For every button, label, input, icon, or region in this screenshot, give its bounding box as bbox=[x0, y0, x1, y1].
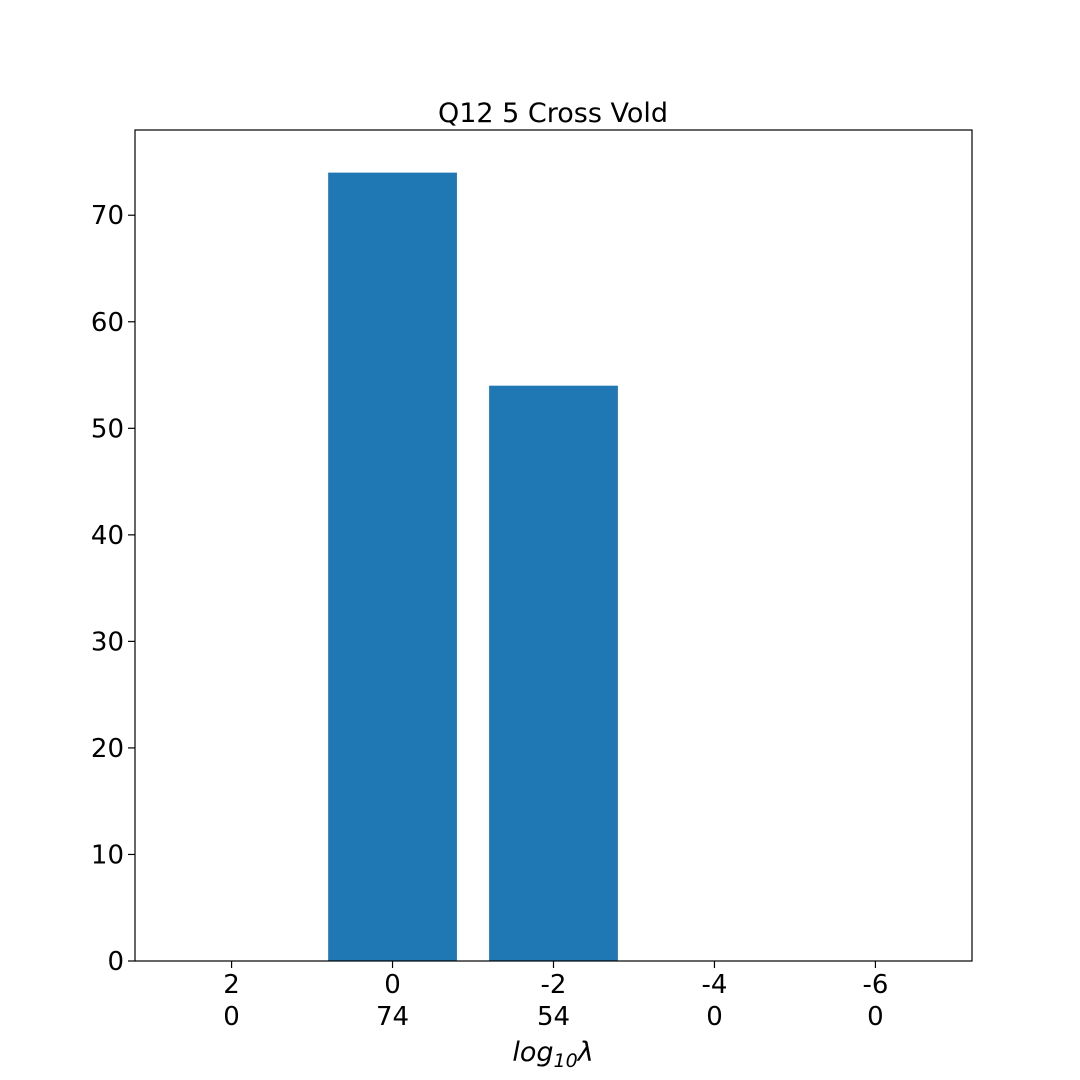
x-count-label-1: 74 bbox=[376, 1002, 409, 1032]
bar-1 bbox=[328, 172, 457, 962]
y-axis: 0 10 20 30 40 50 60 70 bbox=[91, 201, 135, 977]
bars-group bbox=[328, 172, 618, 962]
y-tick-label-2: 20 bbox=[91, 734, 124, 764]
x-count-label-0: 0 bbox=[223, 1002, 240, 1032]
x-axis-label-subscript: 10 bbox=[554, 1050, 578, 1072]
x-count-label-4: 0 bbox=[867, 1002, 884, 1032]
y-tick-label-1: 10 bbox=[91, 840, 124, 870]
x-axis-label-tail: λ bbox=[576, 1037, 594, 1068]
x-count-label-2: 54 bbox=[537, 1002, 570, 1032]
x-tick-label-0: 2 bbox=[223, 970, 240, 1000]
x-axis-label-main: log bbox=[512, 1037, 553, 1068]
x-tick-label-3: -4 bbox=[701, 970, 727, 1000]
y-tick-label-3: 30 bbox=[91, 627, 124, 657]
x-count-label-3: 0 bbox=[706, 1002, 723, 1032]
y-tick-label-7: 70 bbox=[91, 201, 124, 231]
chart-title: Q12 5 Cross Vold bbox=[438, 98, 668, 129]
x-tick-label-4: -6 bbox=[862, 970, 888, 1000]
bar-2 bbox=[489, 385, 618, 961]
x-tick-label-1: 0 bbox=[384, 970, 401, 1000]
x-axis-label: log10λ bbox=[512, 1037, 593, 1072]
y-tick-label-5: 50 bbox=[91, 414, 124, 444]
y-tick-label-0: 0 bbox=[107, 947, 124, 977]
y-tick-label-6: 60 bbox=[91, 308, 124, 338]
x-tick-label-2: -2 bbox=[541, 970, 567, 1000]
y-tick-label-4: 40 bbox=[91, 521, 124, 551]
